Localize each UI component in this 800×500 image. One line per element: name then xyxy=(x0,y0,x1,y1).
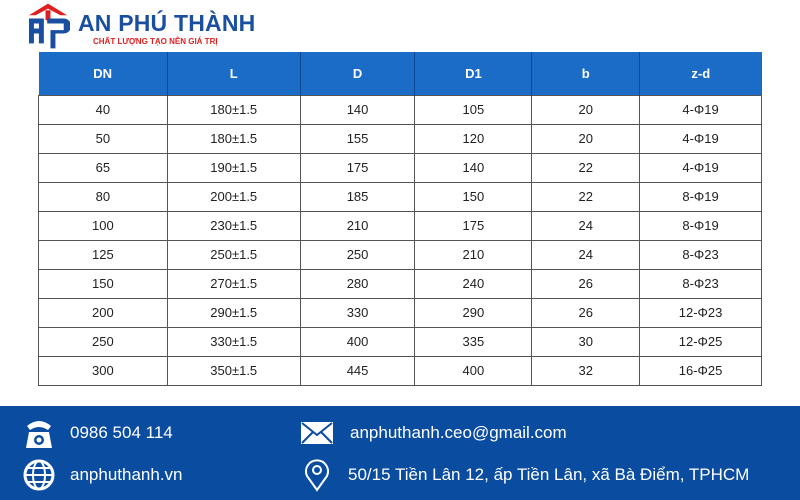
table-cell: 190±1.5 xyxy=(166,152,301,183)
globe-icon xyxy=(23,459,55,491)
table-cell: 105 xyxy=(414,94,533,125)
table-cell: 22 xyxy=(531,181,641,212)
table-cell: 175 xyxy=(414,210,533,241)
table-cell: 150 xyxy=(38,268,168,299)
table-cell: 16-Φ25 xyxy=(639,355,762,386)
column-header: D xyxy=(299,52,415,95)
footer-email: anphuthanh.ceo@gmail.com xyxy=(298,416,567,450)
column-header: b xyxy=(531,52,640,95)
table-cell: 100 xyxy=(38,210,168,241)
table-cell: 250 xyxy=(299,239,416,270)
table-cell: 8-Φ23 xyxy=(639,239,762,270)
brand-name: AN PHÚ THÀNH xyxy=(78,10,256,36)
table-cell: 125 xyxy=(38,239,168,270)
table-cell: 240 xyxy=(414,268,533,299)
table-cell: 65 xyxy=(38,152,168,183)
email-link[interactable]: anphuthanh.ceo@gmail.com xyxy=(350,423,567,442)
location-pin-icon xyxy=(305,459,329,492)
table-cell: 40 xyxy=(38,94,168,125)
table-cell: 22 xyxy=(531,152,641,183)
table-cell: 8-Φ19 xyxy=(639,210,762,241)
table-cell: 8-Φ19 xyxy=(639,181,762,212)
table-cell: 4-Φ19 xyxy=(639,123,762,154)
table-cell: 290 xyxy=(414,297,533,328)
table-cell: 140 xyxy=(299,94,416,125)
table-cell: 335 xyxy=(414,326,533,357)
table-row: 250 330±1.5 400 335 30 12-Φ25 xyxy=(38,326,762,357)
table-row: 150 270±1.5 280 240 26 8-Φ23 xyxy=(38,268,762,299)
table-row: 40 180±1.5 140 105 20 4-Φ19 xyxy=(38,94,762,125)
table-cell: 26 xyxy=(531,297,641,328)
table-cell: 24 xyxy=(531,210,641,241)
footer: 0986 504 114 anphuthanh.vn anphuthanh.ce… xyxy=(0,406,800,500)
table-cell: 330 xyxy=(299,297,416,328)
table-cell: 140 xyxy=(414,152,533,183)
footer-phone: 0986 504 114 xyxy=(22,416,173,450)
table-cell: 210 xyxy=(299,210,416,241)
table-cell: 150 xyxy=(414,181,533,212)
table-cell: 210 xyxy=(414,239,533,270)
table-row: 200 290±1.5 330 290 26 12-Φ23 xyxy=(38,297,762,328)
table-row: 100 230±1.5 210 175 24 8-Φ19 xyxy=(38,210,762,241)
envelope-icon xyxy=(301,422,333,444)
dimension-table: DN L D D1 b z-d 40 180±1.5 140 105 20 4-Φ19 50 180±1… xyxy=(38,52,762,386)
table-cell: 8-Φ23 xyxy=(639,268,762,299)
column-header: D1 xyxy=(414,52,532,95)
table-cell: 200 xyxy=(38,297,168,328)
address-text: 50/15 Tiền Lân 12, ấp Tiền Lân, xã Bà Đi… xyxy=(348,465,750,484)
table-cell: 250±1.5 xyxy=(166,239,301,270)
table-cell: 330±1.5 xyxy=(166,326,301,357)
logo-icon xyxy=(28,3,70,49)
table-row: 65 190±1.5 175 140 22 4-Φ19 xyxy=(38,152,762,183)
table-cell: 250 xyxy=(38,326,168,357)
table-cell: 120 xyxy=(414,123,533,154)
table-cell: 175 xyxy=(299,152,416,183)
table-cell: 180±1.5 xyxy=(166,94,301,125)
table-cell: 20 xyxy=(531,123,641,154)
table-cell: 24 xyxy=(531,239,641,270)
table-cell: 290±1.5 xyxy=(166,297,301,328)
footer-address: 50/15 Tiền Lân 12, ấp Tiền Lân, xã Bà Đi… xyxy=(300,458,749,492)
table-cell: 400 xyxy=(414,355,533,386)
table-cell: 400 xyxy=(299,326,416,357)
footer-website: anphuthanh.vn xyxy=(22,458,183,492)
phone-number[interactable]: 0986 504 114 xyxy=(70,423,173,442)
telephone-icon xyxy=(26,421,52,448)
table-cell: 230±1.5 xyxy=(166,210,301,241)
logo: AN PHÚ THÀNH CHẤT LƯỢNG TẠO NÊN GIÁ TRỊ xyxy=(26,2,255,50)
table-cell: 50 xyxy=(38,123,168,154)
table-cell: 200±1.5 xyxy=(166,181,301,212)
table-cell: 155 xyxy=(299,123,416,154)
table-cell: 180±1.5 xyxy=(166,123,301,154)
column-header: z-d xyxy=(639,52,762,95)
table-row: 300 350±1.5 445 400 32 16-Φ25 xyxy=(38,355,762,386)
table-cell: 12-Φ23 xyxy=(639,297,762,328)
table-cell: 30 xyxy=(531,326,641,357)
table-cell: 80 xyxy=(38,181,168,212)
table-header-row: DN L D D1 b z-d xyxy=(38,52,762,95)
table-cell: 26 xyxy=(531,268,641,299)
table-cell: 4-Φ19 xyxy=(639,152,762,183)
brand-slogan: CHẤT LƯỢNG TẠO NÊN GIÁ TRỊ xyxy=(93,37,218,46)
table-row: 50 180±1.5 155 120 20 4-Φ19 xyxy=(38,123,762,154)
table-cell: 20 xyxy=(531,94,641,125)
table-cell: 350±1.5 xyxy=(166,355,301,386)
table-cell: 280 xyxy=(299,268,416,299)
website-link[interactable]: anphuthanh.vn xyxy=(70,465,183,484)
column-header: L xyxy=(166,52,301,95)
table-cell: 300 xyxy=(38,355,168,386)
table-row: 80 200±1.5 185 150 22 8-Φ19 xyxy=(38,181,762,212)
column-header: DN xyxy=(38,52,168,95)
table-cell: 445 xyxy=(299,355,416,386)
table-cell: 185 xyxy=(299,181,416,212)
table-row: 125 250±1.5 250 210 24 8-Φ23 xyxy=(38,239,762,270)
table-cell: 4-Φ19 xyxy=(639,94,762,125)
table-cell: 270±1.5 xyxy=(166,268,301,299)
table-cell: 32 xyxy=(531,355,641,386)
table-cell: 12-Φ25 xyxy=(639,326,762,357)
